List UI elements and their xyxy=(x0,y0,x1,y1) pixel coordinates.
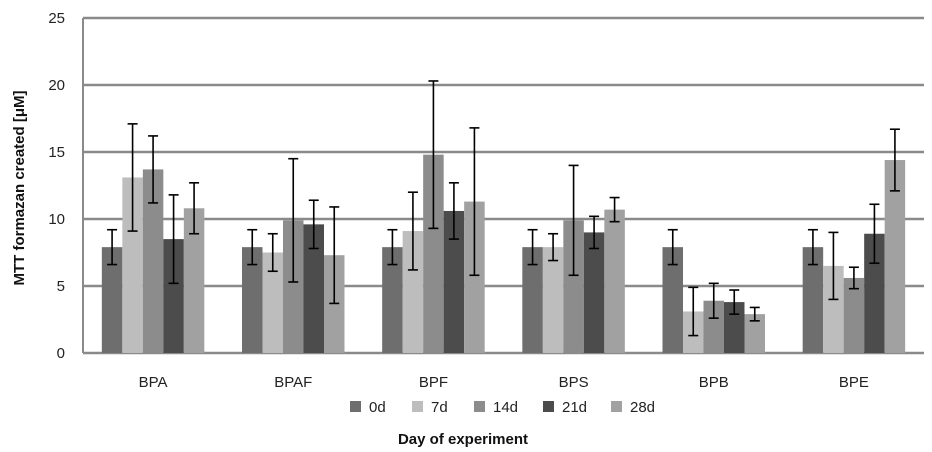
x-tick-label: BPF xyxy=(419,374,448,391)
legend-label: 7d xyxy=(431,399,448,416)
bar-0d-BPB xyxy=(662,247,683,353)
bar-14d-BPA xyxy=(142,169,164,353)
bar-0d-BPS xyxy=(522,247,543,353)
y-tick-label: 15 xyxy=(48,144,65,161)
x-tick-label: BPE xyxy=(839,374,869,391)
y-tick-label: 25 xyxy=(48,10,65,27)
y-tick-label: 10 xyxy=(48,211,65,228)
bar-7d-BPS xyxy=(542,247,564,353)
legend-swatch-21d xyxy=(543,401,554,412)
x-axis-title: Day of experiment xyxy=(398,431,528,448)
bar-7d-BPA xyxy=(122,177,143,353)
bar-7d-BPF xyxy=(402,231,424,353)
x-tick-label: BPS xyxy=(559,374,589,391)
bar-21d-BPS xyxy=(583,232,605,353)
bar-0d-BPA xyxy=(101,247,123,353)
gridlines xyxy=(82,16,924,355)
bar-7d-BPE xyxy=(823,265,844,353)
y-tick-label: 5 xyxy=(57,278,65,295)
x-tick-label: BPA xyxy=(139,374,168,391)
y-tick-label: 0 xyxy=(57,345,65,362)
legend-label: 21d xyxy=(562,399,587,416)
legend-swatch-7d xyxy=(412,401,423,412)
legend-label: 0d xyxy=(369,399,386,416)
bar-21d-BPF xyxy=(443,210,465,353)
bar-28d-BPA xyxy=(183,208,205,353)
legend-label: 28d xyxy=(630,399,655,416)
bar-0d-BPE xyxy=(802,247,824,353)
bar-0d-BPF xyxy=(382,247,403,353)
legend-swatch-14d xyxy=(474,401,485,412)
x-tick-labels: BPA BPAF BPF BPS BPB BPE xyxy=(139,374,869,391)
bar-28d-BPB xyxy=(744,314,765,353)
error-bars xyxy=(107,80,900,337)
x-tick-label: BPAF xyxy=(274,374,312,391)
y-axis-title: MTT formazan created [μM] xyxy=(11,90,28,285)
bar-21d-BPB xyxy=(724,302,745,353)
bar-0d-BPAF xyxy=(242,247,263,353)
bar-14d-BPAF xyxy=(283,220,304,353)
bar-28d-BPE xyxy=(884,160,906,353)
bar-14d-BPF xyxy=(423,154,444,353)
y-tick-labels: 0 5 10 15 20 25 xyxy=(48,10,65,362)
bar-21d-BPA xyxy=(163,239,184,353)
legend-label: 14d xyxy=(493,399,518,416)
bar-28d-BPS xyxy=(604,209,625,353)
bar-21d-BPE xyxy=(864,233,885,353)
bar-14d-BPS xyxy=(563,220,584,353)
bar-21d-BPAF xyxy=(303,224,324,353)
bar-14d-BPE xyxy=(843,277,865,353)
bar-7d-BPAF xyxy=(262,252,283,353)
legend: 0d 7d 14d 21d 28d xyxy=(350,399,655,416)
bar-14d-BPB xyxy=(703,300,724,353)
legend-swatch-28d xyxy=(611,401,622,412)
bars xyxy=(101,154,906,353)
bar-28d-BPF xyxy=(464,201,485,353)
y-tick-label: 20 xyxy=(48,77,65,94)
legend-swatch-0d xyxy=(350,401,361,412)
x-tick-label: BPB xyxy=(699,374,729,391)
